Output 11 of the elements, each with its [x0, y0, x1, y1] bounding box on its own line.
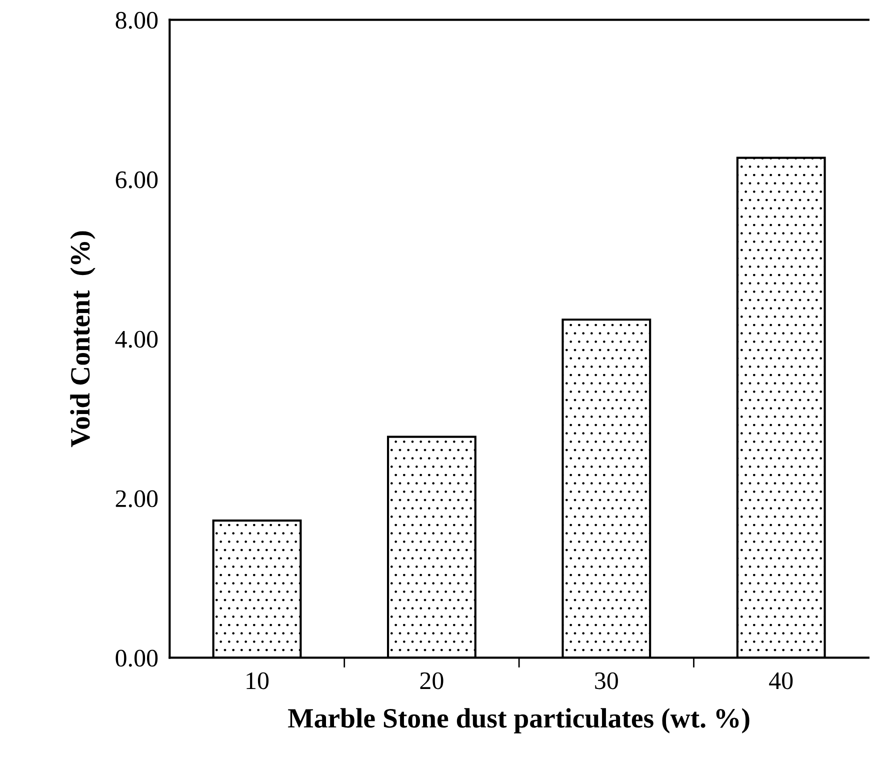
y-axis-title: Void Content (%)	[70, 231, 96, 448]
x-tick-label: 10	[246, 672, 269, 690]
x-tick-label: 20	[420, 672, 444, 690]
y-tick-label: 8.00	[116, 12, 158, 29]
y-tick-label: 0.00	[116, 650, 158, 667]
y-tick-label: 2.00	[116, 490, 158, 508]
y-tick-label: 4.00	[115, 330, 158, 348]
y-tick-label: 6.00	[116, 171, 158, 188]
x-axis-title: Marble Stone dust particulates (wt. %)	[288, 708, 750, 734]
x-tick-label: 30	[595, 672, 618, 690]
x-tick-label: 40	[769, 672, 793, 690]
